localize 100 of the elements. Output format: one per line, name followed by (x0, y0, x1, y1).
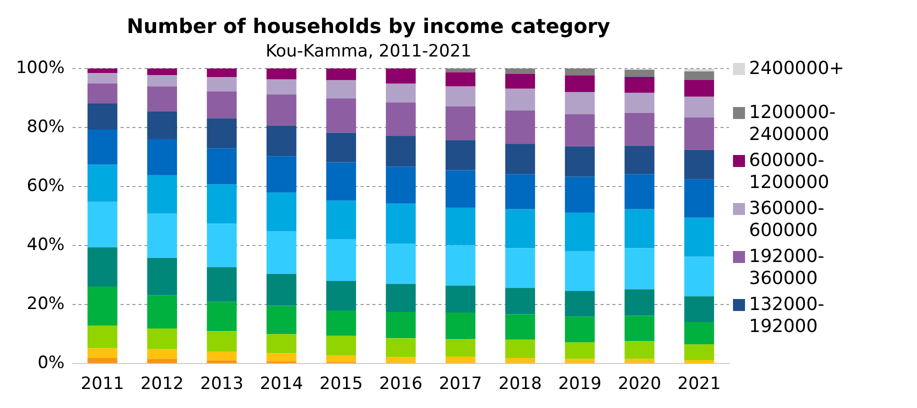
bar (147, 349, 178, 359)
bar (266, 94, 296, 126)
bar (564, 75, 595, 92)
bar (624, 146, 654, 174)
bar (88, 202, 118, 248)
chart-subtitle: Kou-Kamma, 2011-2021 (266, 42, 472, 62)
bar (624, 289, 654, 316)
bar (446, 286, 476, 313)
bar (684, 218, 714, 257)
x-tick-label: 2013 (200, 374, 244, 394)
bar (684, 117, 714, 150)
bar (326, 200, 356, 240)
bar (564, 176, 595, 212)
bar (505, 68, 536, 74)
bar (386, 357, 416, 363)
bar (206, 267, 237, 302)
bar (684, 96, 714, 118)
bar (564, 212, 595, 252)
bar (564, 92, 595, 114)
bar (505, 74, 536, 89)
x-tick-label: 2014 (260, 374, 304, 394)
bar (386, 204, 416, 244)
bar (624, 248, 654, 290)
bar (684, 68, 714, 72)
bar (684, 80, 714, 97)
bar (386, 136, 416, 167)
bar (624, 76, 654, 93)
x-tick-label: 2015 (319, 374, 363, 394)
bar (88, 73, 118, 84)
bar (88, 286, 118, 326)
bar (505, 314, 536, 340)
x-tick-label: 2011 (80, 374, 124, 394)
bar (446, 72, 476, 86)
bar (505, 209, 536, 248)
bar (684, 71, 714, 80)
bar (326, 98, 356, 133)
bar (266, 79, 296, 94)
bar (147, 295, 178, 328)
bar (88, 326, 118, 348)
bar (505, 340, 536, 358)
bar (147, 258, 178, 296)
bar (564, 290, 595, 317)
bar (446, 339, 476, 357)
bar (564, 68, 595, 76)
bar (564, 146, 595, 177)
bar (206, 224, 237, 268)
bar (624, 70, 654, 77)
chart-title: Number of households by income category (126, 14, 610, 38)
bar (326, 80, 356, 99)
legend-label: 132000-192000 (749, 294, 826, 338)
bar (684, 150, 714, 180)
bar (266, 231, 296, 274)
bar (147, 214, 178, 258)
bar (446, 86, 476, 106)
bar (326, 132, 356, 162)
bar (147, 174, 178, 214)
bar (147, 328, 178, 350)
y-tick-label: 20% (26, 294, 65, 314)
bar (505, 288, 536, 314)
bar (564, 114, 595, 146)
bar (446, 68, 476, 72)
bar (446, 245, 476, 286)
bar (505, 110, 536, 144)
bar (147, 111, 178, 139)
x-tick-label: 2016 (379, 374, 422, 394)
bar (684, 296, 714, 322)
bar (684, 360, 714, 364)
y-tick-label: 0% (38, 353, 65, 374)
x-tick-label: 2012 (140, 374, 184, 394)
bar (326, 162, 356, 201)
bar (266, 156, 296, 193)
bar (326, 68, 356, 80)
x-tick-label: 2017 (438, 374, 482, 394)
bar (386, 312, 416, 338)
bar (386, 68, 416, 84)
x-tick-label: 2020 (618, 374, 662, 394)
bar (624, 112, 654, 146)
bar (206, 91, 237, 118)
bar (266, 306, 296, 334)
bar (88, 358, 118, 364)
bar (624, 358, 654, 363)
bar (88, 164, 118, 202)
x-tick-label: 2019 (558, 374, 602, 394)
bar (446, 312, 476, 340)
bar (564, 316, 595, 342)
bar (505, 88, 536, 110)
y-tick-label: 100% (16, 58, 65, 78)
bar (505, 174, 536, 210)
bar (88, 83, 118, 104)
bar (206, 302, 237, 332)
bar (386, 102, 416, 136)
bar (266, 192, 296, 232)
bar (624, 209, 654, 248)
legend-label: 1200000-2400000 (749, 102, 837, 146)
bar (624, 174, 654, 210)
legend-label: 2400000+ (749, 58, 846, 80)
bar (88, 104, 118, 130)
bar (326, 356, 356, 362)
bar (206, 184, 237, 224)
bar (147, 68, 178, 76)
